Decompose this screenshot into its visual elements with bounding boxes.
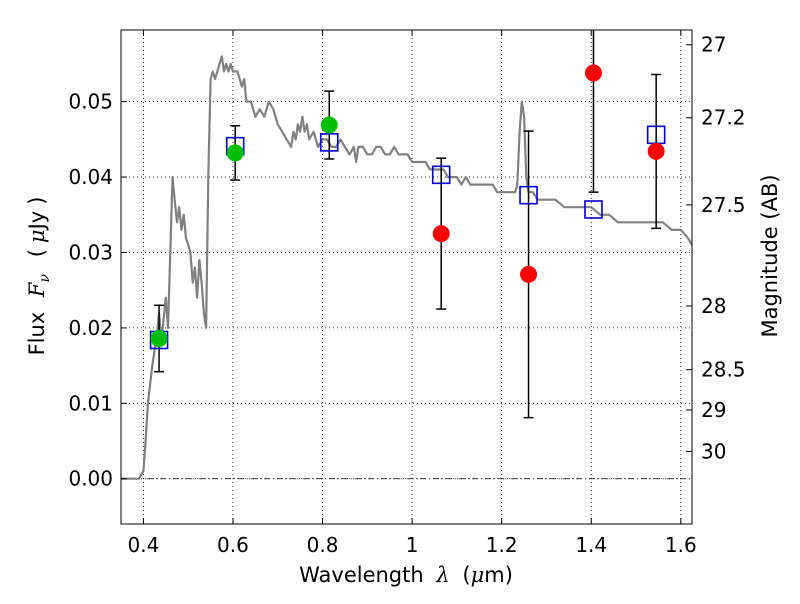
- red-data-point: [584, 64, 602, 82]
- x-axis-unit-rest: m): [484, 563, 513, 587]
- y-axis-subscript: ν: [37, 273, 53, 282]
- y-tick-label: 0.01: [68, 391, 113, 415]
- y-axis-unit-open: (: [25, 249, 49, 257]
- x-axis-symbol: λ: [435, 563, 449, 587]
- magnitude-tick-label: 27: [701, 33, 726, 57]
- magnitude-axis-label: Magnitude (AB): [758, 174, 782, 337]
- red-data-point: [432, 225, 450, 243]
- plot-area: [121, 30, 692, 480]
- model-band-square: [584, 200, 603, 219]
- green-data-point: [226, 144, 244, 162]
- tick-labels: 0.4 0.6 0.8 1 1.2 1.4 1.6 0.00 0.01 0.02 0.03 0.04 0…: [68, 33, 745, 557]
- green-data-point: [150, 329, 168, 347]
- x-axis-unit-open: (: [462, 563, 470, 587]
- x-tick-label: 0.4: [127, 533, 159, 557]
- red-data-point: [520, 265, 538, 283]
- y-tick-label: 0.03: [68, 240, 113, 264]
- model-band-square: [319, 133, 339, 152]
- magnitude-tick-label: 29: [701, 398, 726, 422]
- magnitude-tick-label: 30: [701, 439, 726, 463]
- x-tick-label: 0.6: [217, 533, 249, 557]
- red-data-point: [647, 142, 665, 160]
- x-axis-label: Wavelength λ (μm): [299, 563, 513, 587]
- model-band-square: [431, 165, 451, 185]
- magnitude-tick-label: 28.5: [701, 358, 746, 382]
- plot-content: [121, 30, 692, 480]
- y-tick-label: 0.05: [68, 90, 113, 114]
- y-axis-unit-close: ): [25, 197, 49, 205]
- y-axis-unit-mu: μ: [25, 229, 49, 243]
- y-axis-symbol: F: [25, 281, 49, 298]
- x-tick-label: 1.6: [665, 533, 697, 557]
- x-axis-unit-mu: μ: [471, 563, 485, 587]
- y-axis-unit-rest: Jy: [25, 211, 49, 232]
- x-tick-label: 0.8: [307, 533, 339, 557]
- magnitude-tick-label: 27.5: [701, 193, 746, 217]
- tick-marks: [121, 30, 692, 524]
- y-tick-label: 0.02: [68, 316, 113, 340]
- model-band-square: [519, 185, 538, 205]
- y-tick-label: 0.04: [68, 165, 113, 189]
- x-tick-label: 1.2: [486, 533, 518, 557]
- plot-frame: [120, 29, 693, 525]
- y-axis-label: Flux Fν ( μJy): [25, 197, 54, 356]
- y-tick-label: 0.00: [68, 467, 113, 491]
- sed-model-line: [121, 55, 692, 480]
- x-tick-label: 1.4: [575, 533, 607, 557]
- x-axis-label-prefix: Wavelength: [299, 563, 424, 587]
- x-tick-label: 1: [406, 533, 419, 557]
- y-axis-label-prefix: Flux: [25, 312, 49, 356]
- green-data-point: [320, 116, 338, 134]
- magnitude-tick-label: 27.2: [701, 106, 746, 130]
- magnitude-tick-label: 28: [701, 294, 726, 318]
